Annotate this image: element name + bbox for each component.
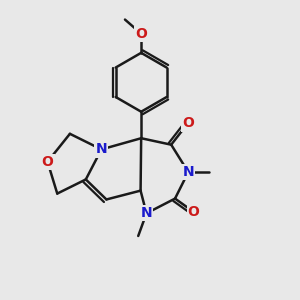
Text: N: N bbox=[96, 142, 107, 156]
Text: N: N bbox=[141, 206, 152, 220]
Text: O: O bbox=[135, 27, 147, 41]
Text: O: O bbox=[182, 116, 194, 130]
Text: O: O bbox=[42, 155, 53, 169]
Text: O: O bbox=[188, 205, 200, 219]
Text: N: N bbox=[182, 165, 194, 179]
